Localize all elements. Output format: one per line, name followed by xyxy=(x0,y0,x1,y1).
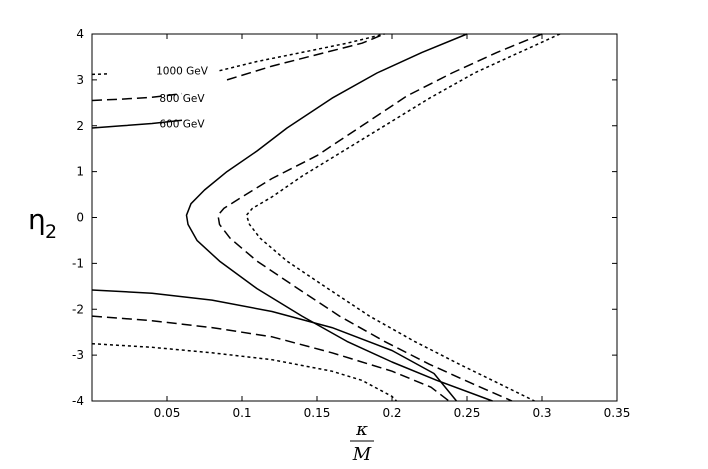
series-line-2-2 xyxy=(245,33,561,402)
x-tick-label: 0.1 xyxy=(232,406,251,420)
y-tick-label: -1 xyxy=(72,256,84,270)
series-600-gev xyxy=(91,33,493,402)
series-line-2-1 xyxy=(219,33,385,72)
x-tick-label: 0.05 xyxy=(154,406,181,420)
x-tick-label: 0.15 xyxy=(304,406,331,420)
y-axis-label-subscript: 2 xyxy=(45,221,57,243)
series-line-1-3 xyxy=(91,315,450,402)
series-label: 600 GeV xyxy=(159,118,205,130)
y-tick-label: -4 xyxy=(72,394,84,408)
series-line-1-0 xyxy=(91,92,183,102)
x-axis-label: κ M xyxy=(350,419,374,465)
series-line-0-1 xyxy=(185,33,493,402)
y-axis-label: η 2 xyxy=(28,203,57,243)
y-tick-label: -2 xyxy=(72,302,84,316)
y-tick-label: 1 xyxy=(76,165,84,179)
annotation-layer: 1000 GeV 800 GeV 600 GeV xyxy=(156,66,209,131)
series-1000-gev xyxy=(91,33,561,402)
series-line-1-2 xyxy=(217,33,543,402)
x-axis-label-denominator: M xyxy=(352,444,372,465)
series-800-gev xyxy=(91,33,543,402)
x-tick-label: 0.2 xyxy=(382,406,401,420)
x-tick-label: 0.35 xyxy=(604,406,631,420)
y-axis-label-base: η xyxy=(28,203,46,236)
series-line-2-3 xyxy=(91,342,398,402)
series-label: 800 GeV xyxy=(159,93,205,105)
y-tick-label: 3 xyxy=(76,73,84,87)
series-layer xyxy=(91,33,561,402)
x-tick-label: 0.3 xyxy=(532,406,551,420)
series-line-1-1 xyxy=(226,33,385,81)
y-tick-label: 4 xyxy=(76,27,84,41)
y-tick-label: 0 xyxy=(76,211,84,225)
plot-area xyxy=(91,33,618,402)
series-line-0-2 xyxy=(91,289,458,402)
y-tick-label: -3 xyxy=(72,348,84,362)
y-tick-label: 2 xyxy=(76,119,84,133)
x-axis-label-numerator: κ xyxy=(355,419,368,440)
series-line-0-0 xyxy=(91,119,183,129)
series-label: 1000 GeV xyxy=(156,66,209,78)
ticks-layer: 0.05 0.1 0.15 0.2 0.25 0.3 0.35 -4 -3 -2 -1 0 1 2 3 4 xyxy=(72,27,630,420)
x-tick-label: 0.25 xyxy=(454,406,481,420)
series-line-2-0 xyxy=(91,73,108,76)
plot-frame xyxy=(91,33,618,402)
